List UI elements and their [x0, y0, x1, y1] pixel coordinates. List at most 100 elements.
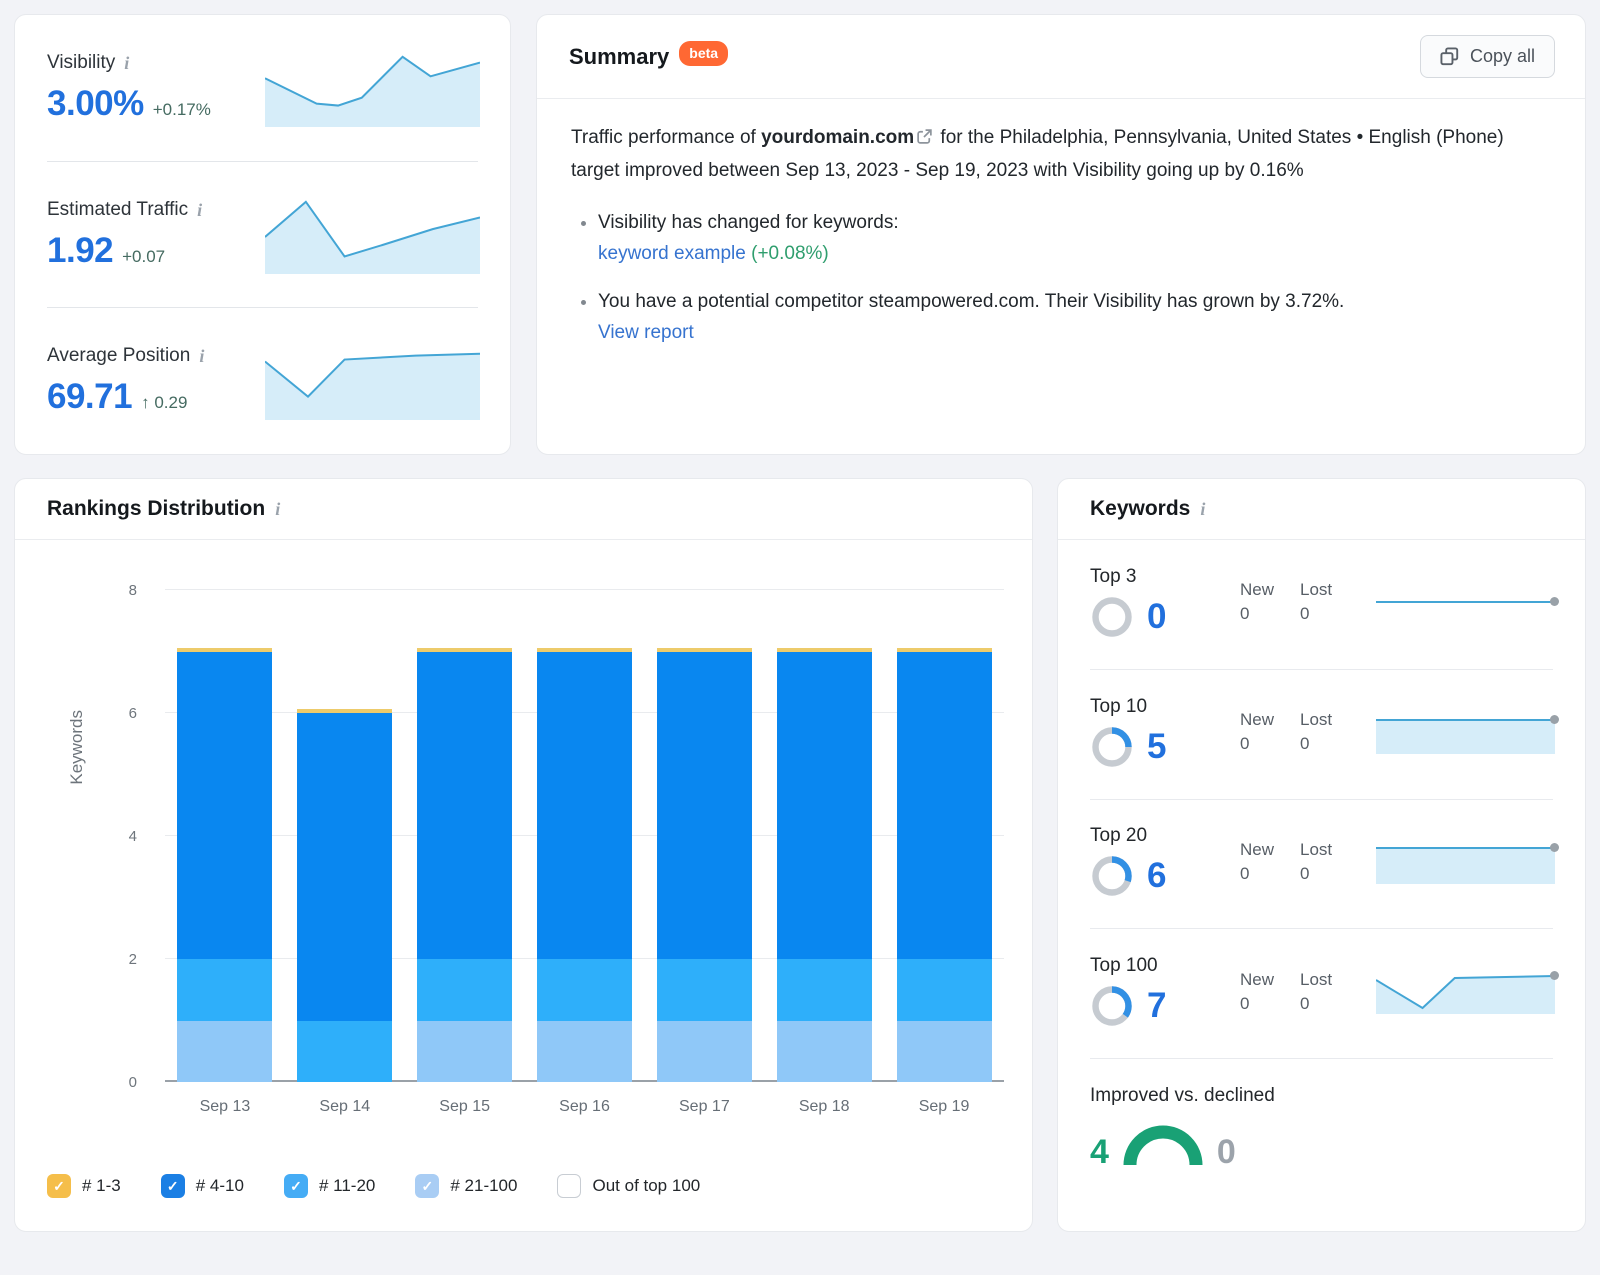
summary-bullet-keywords: Visibility has changed for keywords: key… — [598, 207, 1551, 269]
legend-checkbox[interactable]: ✓ — [283, 1174, 308, 1198]
lost-column: Lost 0 — [1300, 578, 1360, 626]
info-icon[interactable]: i — [199, 346, 205, 367]
bar-segment — [177, 651, 273, 959]
bar-segment — [656, 1020, 752, 1082]
lost-column: Lost 0 — [1300, 968, 1360, 1016]
summary-bullet-competitor: You have a potential competitor steampow… — [598, 286, 1551, 348]
bar-segment — [776, 959, 872, 1021]
new-value: 0 — [1240, 734, 1250, 754]
bar-segment — [297, 1020, 393, 1082]
bar-slot — [884, 590, 1004, 1082]
divider — [1090, 1058, 1553, 1059]
rankings-title: Rankings Distribution — [47, 497, 266, 520]
legend-checkbox[interactable]: ✓ — [415, 1174, 440, 1198]
stacked-bar — [417, 590, 513, 1082]
summary-intro: Traffic performance of yourdomain.com fo… — [571, 122, 1551, 186]
bar-slot — [644, 590, 764, 1082]
stats-card: Visibility i 3.00% +0.17% Estimated Traf… — [14, 14, 511, 455]
stat-label: Visibility — [47, 51, 116, 73]
chart-yticks: 0 2 4 6 8 — [15, 582, 151, 1091]
new-column: New 0 — [1240, 968, 1300, 1016]
legend-item[interactable]: ✓ # 21-100 — [415, 1174, 517, 1198]
legend-checkbox[interactable] — [557, 1174, 582, 1198]
y-tick-label: 0 — [128, 1074, 137, 1091]
beta-badge: beta — [679, 41, 729, 66]
chart-legend: ✓ # 1-3 ✓ # 4-10 ✓ # 11-20 ✓ # 21-100 Out of top… — [47, 1174, 700, 1198]
bar-top-cap — [297, 709, 393, 713]
info-icon[interactable]: i — [197, 199, 203, 220]
chart-xlabels: Sep 13 Sep 14 Sep 15 Sep 16 Sep 17 Sep 18 Sep … — [165, 1098, 1004, 1116]
bucket-label: Top 10 — [1090, 695, 1148, 717]
view-report-link[interactable]: View report — [598, 322, 694, 343]
stat-delta: +0.17% — [152, 99, 211, 119]
new-column: New 0 — [1240, 578, 1300, 626]
bucket-count: 0 — [1147, 596, 1167, 636]
new-value: 0 — [1240, 863, 1250, 883]
info-icon[interactable]: i — [1200, 499, 1206, 519]
info-icon[interactable]: i — [124, 52, 130, 73]
bar-top-cap — [177, 647, 273, 652]
bar-top-cap — [537, 647, 632, 652]
divider — [1090, 798, 1553, 800]
legend-item[interactable]: ✓ # 11-20 — [283, 1174, 375, 1198]
donut-chart — [1092, 856, 1132, 897]
sparkline-endpoint-dot — [1550, 597, 1559, 607]
copy-icon — [1440, 47, 1459, 66]
bar-top-cap — [776, 647, 872, 652]
legend-checkbox[interactable]: ✓ — [160, 1174, 185, 1198]
bar-segment — [417, 1020, 513, 1082]
legend-item[interactable]: ✓ # 1-3 — [47, 1174, 121, 1198]
bucket-label: Top 3 — [1090, 565, 1137, 587]
bucket-count: 7 — [1147, 986, 1167, 1026]
bucket-label: Top 20 — [1090, 825, 1148, 847]
keywords-title: Keywords — [1090, 497, 1191, 520]
bar-slot — [285, 590, 405, 1082]
summary-title: Summary — [569, 43, 670, 69]
stat-row-estimated-traffic: Estimated Traffic i 1.92 +0.07 — [15, 162, 510, 308]
stacked-bar — [656, 590, 752, 1082]
bucket-sparkline — [1376, 710, 1559, 755]
bar-top-cap — [417, 647, 513, 652]
keywords-row-top20: Top 20 6 New 0 Lost 0 — [1058, 800, 1585, 929]
keywords-row-top3: Top 3 0 New 0 Lost 0 — [1058, 540, 1585, 669]
stat-value: 69.71 — [47, 377, 133, 417]
legend-item[interactable]: ✓ # 4-10 — [160, 1174, 244, 1198]
bar-segment — [656, 651, 752, 959]
x-tick-label: Sep 16 — [559, 1098, 610, 1115]
sparkline-endpoint-dot — [1550, 715, 1559, 725]
stat-row-average-position: Average Position i 69.71 ↑ 0.29 — [15, 308, 510, 454]
donut-chart — [1092, 597, 1132, 637]
bar-segment — [417, 959, 513, 1021]
bar-segment — [297, 713, 393, 1021]
chart-area — [165, 589, 1004, 1082]
donut-chart — [1092, 726, 1132, 767]
stat-left: Visibility i 3.00% +0.17% — [47, 52, 211, 124]
stat-left: Estimated Traffic i 1.92 +0.07 — [47, 199, 202, 271]
bar-top-cap — [656, 647, 752, 652]
legend-item[interactable]: Out of top 100 — [557, 1174, 700, 1198]
bucket-sparkline — [1376, 840, 1559, 884]
stat-label: Estimated Traffic — [47, 198, 189, 220]
legend-label: # 21-100 — [450, 1176, 518, 1195]
copy-all-button[interactable]: Copy all — [1419, 35, 1555, 78]
bar-segment — [537, 651, 632, 959]
stat-value: 3.00% — [47, 83, 144, 123]
bucket-count: 6 — [1147, 856, 1167, 896]
bar-segment — [537, 959, 632, 1021]
bar-segment — [896, 1020, 992, 1082]
bar-segment — [177, 959, 273, 1021]
gauge-chart — [1121, 1121, 1205, 1167]
keyword-example-link[interactable]: keyword example — [598, 243, 746, 264]
x-tick-label: Sep 14 — [319, 1098, 371, 1115]
stat-delta: ↑ 0.29 — [141, 393, 188, 413]
keywords-row-top100: Top 100 7 New 0 Lost 0 — [1058, 929, 1585, 1058]
external-link-icon[interactable] — [916, 124, 933, 155]
donut-chart — [1092, 986, 1132, 1026]
legend-checkbox[interactable]: ✓ — [47, 1174, 71, 1198]
new-column: New 0 — [1240, 708, 1300, 756]
stacked-bar — [177, 590, 273, 1082]
y-tick-label: 4 — [128, 828, 137, 845]
target-domain: yourdomain.com — [761, 127, 915, 148]
info-icon[interactable]: i — [275, 499, 281, 519]
